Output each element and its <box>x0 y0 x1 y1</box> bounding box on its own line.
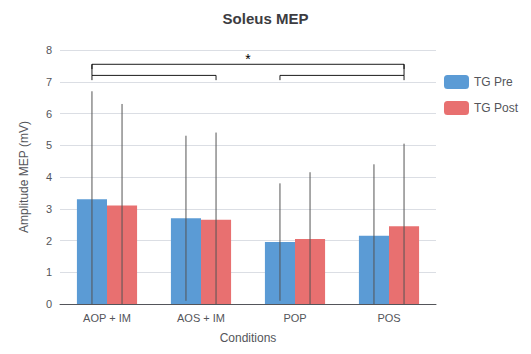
svg-text:Soleus MEP: Soleus MEP <box>223 10 309 27</box>
svg-text:Amplitude MEP (mV): Amplitude MEP (mV) <box>17 121 31 233</box>
svg-text:0: 0 <box>46 298 52 310</box>
svg-text:*: * <box>245 51 251 67</box>
svg-text:7: 7 <box>46 76 52 88</box>
svg-text:2: 2 <box>46 235 52 247</box>
svg-text:8: 8 <box>46 44 52 56</box>
svg-text:POP: POP <box>283 312 306 324</box>
svg-text:AOP + IM: AOP + IM <box>83 312 131 324</box>
svg-text:TG Pre: TG Pre <box>474 75 513 89</box>
svg-text:3: 3 <box>46 203 52 215</box>
svg-text:6: 6 <box>46 108 52 120</box>
svg-text:AOS + IM: AOS + IM <box>177 312 225 324</box>
svg-text:TG Post: TG Post <box>474 101 519 115</box>
svg-text:Conditions: Conditions <box>220 331 277 345</box>
svg-text:4: 4 <box>46 171 52 183</box>
svg-text:5: 5 <box>46 139 52 151</box>
svg-text:POS: POS <box>377 312 400 324</box>
svg-text:1: 1 <box>46 266 52 278</box>
